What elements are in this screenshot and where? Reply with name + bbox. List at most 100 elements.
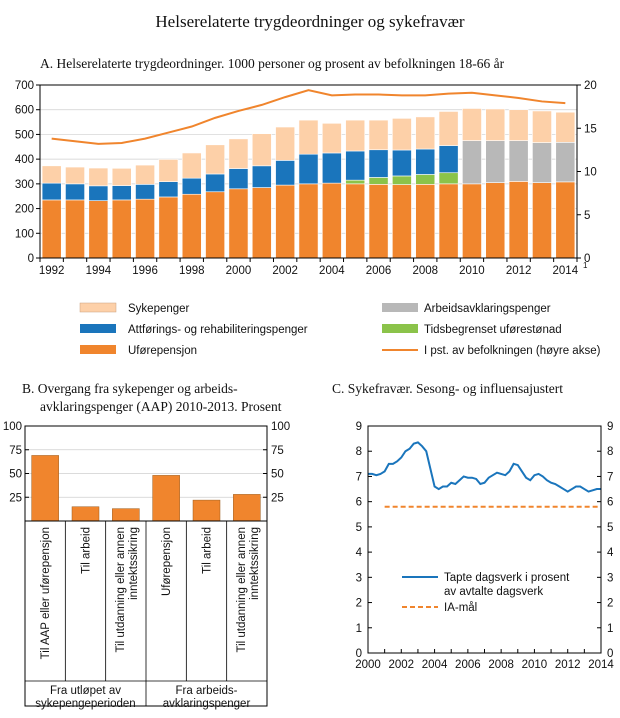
bar-segment: [298, 153, 319, 185]
bar-segment: [462, 183, 482, 259]
y-tick-label: 1: [356, 623, 362, 635]
y-tick-label: 700: [15, 80, 34, 92]
bar-segment: [88, 200, 109, 259]
panel-b-chart: B. Overgang fra sykepenger og arbeids- a…: [3, 381, 290, 710]
legend-label-ia-mal: IA-mål: [444, 602, 477, 614]
bar-segment: [65, 166, 85, 185]
bar-segment: [181, 193, 202, 259]
bar-segment: [345, 183, 366, 259]
y-tick-label: 200: [15, 204, 34, 216]
legend-label-attforing: Attførings- og rehabiliteringspenger: [128, 324, 308, 336]
bar-segment: [298, 183, 319, 259]
x-tick-label: 1996: [132, 265, 158, 277]
y-tick-label: 3: [607, 572, 613, 584]
y-tick-label: 8: [356, 446, 362, 458]
bar-segment: [415, 184, 436, 259]
bar-segment: [532, 182, 552, 259]
y-tick-label: 9: [607, 421, 613, 433]
bar-segment: [88, 167, 109, 187]
bar-segment: [368, 177, 389, 185]
x-tick-label: 2014: [588, 659, 614, 671]
category-label-line: Til utdanning eller annen: [236, 527, 248, 653]
category-label: Til AAP eller uførepensjon: [40, 527, 52, 659]
bar-segment: [555, 142, 576, 183]
bar-segment: [321, 182, 342, 259]
panel-c-y-axes: 0 0 1 1 2 2 3 3 4 4 5 5 6 6 7 7 8 8 9 9: [356, 421, 614, 660]
bar: [192, 499, 221, 522]
panel-b-title-line2: avklaringspenger (AAP) 2010-2013. Prosen…: [40, 399, 282, 414]
x-tick-label: 1994: [86, 265, 112, 277]
bar-segment: [205, 191, 225, 259]
group-label-line1: Fra utløpet av: [50, 685, 121, 697]
legend-swatch-uforepensjon: [80, 345, 116, 354]
bar-segment: [555, 181, 576, 259]
category-label-line: Til arbeid: [202, 527, 214, 574]
bar-segment: [555, 111, 576, 143]
x-tick-label: 2008: [412, 265, 438, 277]
y-tick-label: 50: [9, 469, 22, 481]
y-tick-label: 0: [356, 648, 362, 660]
bar-segment: [368, 119, 389, 151]
panel-a-left-axis: 0 100 200 300 400 500 600 700: [15, 80, 40, 265]
bar-segment: [135, 164, 155, 185]
y-tick-label: 25: [271, 492, 284, 504]
line-tapte-dagsverk: [368, 441, 601, 493]
bar-segment: [508, 181, 529, 259]
group-label-line2: sykepengeperioden: [35, 698, 135, 710]
y-tick-label: 8: [607, 446, 613, 458]
bar-segment: [462, 140, 482, 185]
y-tick-label: 2: [356, 598, 362, 610]
y-tick-label: 9: [356, 421, 362, 433]
bar: [31, 455, 59, 522]
category-label-line: inntektssikring: [128, 527, 140, 600]
bar-segment: [415, 116, 436, 150]
y-tick-label: 2: [607, 598, 613, 610]
bar: [71, 506, 100, 522]
y-tick-label: 7: [356, 471, 362, 483]
category-label: Til arbeid: [202, 527, 214, 574]
bar-segment: [392, 175, 412, 185]
bar-segment: [65, 183, 85, 201]
y-tick-label: 100: [271, 421, 290, 433]
x-tick-label: 2008: [488, 659, 514, 671]
category-label-line: Til arbeid: [81, 527, 93, 574]
panel-c-legend: Tapte dagsverk i prosent av avtalte dags…: [402, 572, 570, 614]
y-tick-label: 3: [356, 572, 362, 584]
bar-segment: [345, 119, 366, 152]
x-tick-label: 2012: [555, 659, 581, 671]
panel-c-series: [368, 441, 601, 508]
x-tick-label: 2002: [388, 659, 414, 671]
bar-segment: [65, 199, 85, 259]
figure-title: Helserelaterte trygdeordninger og sykefr…: [155, 12, 465, 31]
bar-segment: [228, 138, 249, 169]
panel-b-bars: [31, 455, 261, 522]
bar-segment: [228, 188, 249, 259]
bar-segment: [251, 165, 272, 188]
category-label-line: Uførepensjon: [161, 527, 173, 596]
y-tick-label: 10: [584, 167, 597, 179]
bar-segment: [438, 111, 459, 146]
bar-segment: [275, 126, 296, 161]
bar-segment: [485, 140, 506, 183]
legend-label-tidsbegrenset: Tidsbegrenset uførestønad: [424, 324, 562, 336]
group-label-line2: avklaringspenger: [163, 698, 251, 710]
y-tick-label: 600: [15, 105, 34, 117]
bar-segment: [368, 184, 389, 259]
panel-c-chart: C. Sykefravær. Sesong- og influensajuste…: [332, 381, 614, 671]
panel-b-y-axes: 25 25 50 50 75 75 100 100: [3, 421, 290, 504]
y-tick-label: 5: [607, 522, 613, 534]
panel-b-category-labels: Til AAP eller uførepensjon Til arbeid Til …: [40, 527, 261, 659]
bar-segment: [298, 119, 319, 155]
group-label-line1: Fra arbeids-: [176, 685, 238, 697]
y-tick-label: 1: [607, 623, 613, 635]
panel-a-legend: Sykepenger Attførings- og rehabilitering…: [79, 302, 601, 357]
y-tick-label: 500: [15, 129, 34, 141]
bar-segment: [485, 182, 506, 259]
bar-segment: [41, 182, 62, 201]
bar-segment: [485, 108, 506, 141]
bar-segment: [135, 184, 155, 200]
bar-segment: [158, 196, 179, 259]
panel-a-title: A. Helserelaterte trygdeordninger. 1000 …: [40, 56, 505, 71]
y-tick-label: 20: [584, 80, 597, 92]
bar-segment: [532, 142, 552, 183]
